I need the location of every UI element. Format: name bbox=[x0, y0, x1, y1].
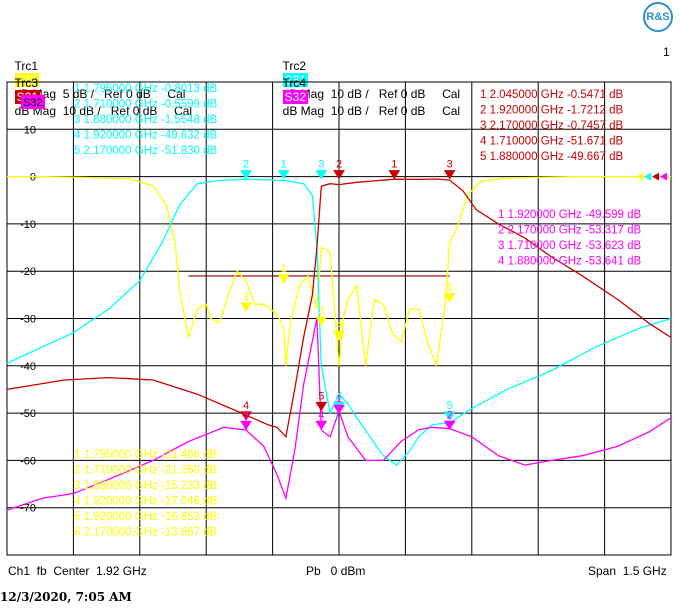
marker-table-s31-row: 1 1.795000 GHz -0.8013 dB bbox=[74, 83, 218, 95]
ref-arrow-s11 bbox=[636, 172, 643, 181]
marker-table-s32-row: 1 1.920000 GHz -49.599 dB bbox=[498, 209, 642, 221]
y-tick-label: -70 bbox=[20, 503, 36, 515]
trace2-format: dB Mag 10 dB / Ref 0 dB Cal bbox=[282, 87, 461, 101]
trace1-tag: S11 bbox=[14, 73, 40, 87]
scale-label-badge bbox=[21, 95, 45, 109]
marker-table-s32-row: 3 1.710000 GHz -53.623 dB bbox=[498, 240, 642, 252]
marker-label: 4 bbox=[336, 319, 342, 331]
marker-s21-4 bbox=[240, 411, 252, 421]
marker-table-s31-row: 4 1.920000 GHz -49.632 dB bbox=[74, 130, 218, 142]
marker-table-s21-row: 4 1.710000 GHz -51.671 dB bbox=[480, 136, 624, 148]
y-tick-label: -30 bbox=[20, 314, 36, 326]
marker-s11-1 bbox=[277, 274, 290, 284]
marker-table-s11-row: 2 1.710000 GHz -21.260 dB bbox=[74, 465, 218, 477]
marker-s11-4 bbox=[333, 330, 345, 341]
marker-s31-2 bbox=[240, 170, 252, 180]
marker-label: 2 bbox=[243, 159, 249, 171]
marker-table-s11-row: 1 1.795000 GHz -21.466 dB bbox=[74, 449, 218, 461]
marker-s21-3 bbox=[443, 170, 456, 180]
marker-s31-5 bbox=[443, 411, 456, 421]
trace2-label: Trc2 bbox=[282, 59, 307, 73]
marker-label: 1 bbox=[391, 159, 397, 171]
marker-table-s11-row: 5 1.920000 GHz -16.853 dB bbox=[74, 511, 218, 523]
footer-power: Pb 0 dBm bbox=[306, 564, 366, 578]
ref-arrow-s21 bbox=[652, 172, 659, 181]
y-tick-label: -60 bbox=[20, 455, 36, 467]
marker-table-s21-row: 3 2.170000 GHz -0.7457 dB bbox=[480, 120, 624, 132]
marker-table-s21-row: 5 1.880000 GHz -49.667 dB bbox=[480, 151, 624, 163]
footer-span: Span 1.5 GHz bbox=[588, 564, 667, 578]
marker-s21-5 bbox=[315, 401, 328, 412]
marker-table-s11-row: 6 2.170000 GHz -13.667 dB bbox=[74, 527, 218, 539]
marker-label: 1 bbox=[336, 393, 342, 405]
marker-label: 3 bbox=[243, 409, 249, 421]
ref-arrow-s31 bbox=[644, 172, 651, 181]
marker-s11-3 bbox=[315, 316, 328, 327]
marker-s21-1 bbox=[388, 170, 401, 180]
y-tick-label: -10 bbox=[20, 219, 36, 231]
marker-s11-2 bbox=[240, 302, 252, 312]
ref-arrow-s32 bbox=[660, 172, 667, 181]
marker-label: 3 bbox=[447, 159, 453, 171]
marker-label: 4 bbox=[318, 409, 324, 421]
marker-table-s31-row: 2 1.710000 GHz -0.5599 dB bbox=[74, 99, 218, 111]
trace4-label: Trc4 bbox=[282, 76, 307, 90]
channel-number: 1 bbox=[663, 45, 670, 59]
marker-s31-1 bbox=[277, 170, 290, 180]
marker-label: 2 bbox=[243, 291, 249, 303]
timestamp: 12/3/2020, 7:05 AM bbox=[0, 590, 132, 604]
marker-table-s21-row: 2 1.920000 GHz -1.7212 dB bbox=[480, 105, 624, 117]
marker-label: 5 bbox=[318, 390, 324, 402]
trace4-tag: S32 bbox=[282, 90, 309, 104]
y-tick-label: -20 bbox=[20, 266, 36, 278]
marker-s32-2 bbox=[443, 420, 456, 431]
marker-label: 3 bbox=[318, 305, 324, 317]
y-tick-label: 10 bbox=[24, 124, 36, 136]
marker-s32-4 bbox=[315, 420, 328, 431]
marker-label: 1 bbox=[281, 159, 287, 171]
rohde-schwarz-logo: R&S bbox=[643, 2, 673, 32]
marker-label: 3 bbox=[318, 159, 324, 171]
marker-table-s31-row: 5 2.170000 GHz -51.830 dB bbox=[74, 145, 218, 157]
marker-s32-1 bbox=[333, 404, 345, 415]
marker-table-s21-row: 1 2.045000 GHz -0.5471 dB bbox=[480, 89, 624, 101]
marker-s32-3 bbox=[240, 420, 252, 431]
marker-label: 4 bbox=[243, 400, 249, 412]
trace4-format: dB Mag 10 dB / Ref 0 dB Cal bbox=[282, 104, 461, 118]
marker-table-s32-row: 2 2.170000 GHz -53.317 dB bbox=[498, 225, 642, 237]
marker-table-s32-row: 4 1.880000 GHz -53.641 dB bbox=[498, 256, 642, 268]
trace1-label: Trc1 bbox=[14, 59, 39, 73]
marker-label: 1 bbox=[281, 263, 287, 275]
marker-table-s11-row: 4 1.920000 GHz -17.046 dB bbox=[74, 496, 218, 508]
trace4-header[interactable]: Trc4 S32 dB Mag 10 dB / Ref 0 dB Cal bbox=[276, 62, 460, 118]
footer-center: Ch1 fb Center 1.92 GHz bbox=[8, 564, 147, 578]
trace-s32 bbox=[6, 318, 672, 511]
marker-s21-2 bbox=[333, 170, 345, 180]
y-tick-label: -40 bbox=[20, 361, 36, 373]
y-tick-label: -50 bbox=[20, 408, 36, 420]
y-tick-label: 0 bbox=[30, 172, 36, 184]
marker-label: 2 bbox=[336, 159, 342, 171]
marker-label: 5 bbox=[447, 282, 453, 294]
marker-s31-3 bbox=[315, 170, 328, 180]
marker-label: 4 bbox=[336, 390, 342, 402]
marker-label: 2 bbox=[447, 409, 453, 421]
trace2-tag: S31 bbox=[282, 73, 309, 87]
trace3-label: Trc3 bbox=[14, 76, 39, 90]
marker-label: 5 bbox=[447, 400, 453, 412]
marker-table-s31-row: 3 1.880000 GHz -1.5548 dB bbox=[74, 114, 218, 126]
marker-table-s11-row: 3 1.880000 GHz -15.233 dB bbox=[74, 480, 218, 492]
scale-label: S32 bbox=[23, 97, 43, 109]
marker-s11-5 bbox=[443, 293, 456, 303]
trace2-header[interactable]: Trc2 S31 dB Mag 10 dB / Ref 0 dB Cal bbox=[276, 45, 460, 101]
